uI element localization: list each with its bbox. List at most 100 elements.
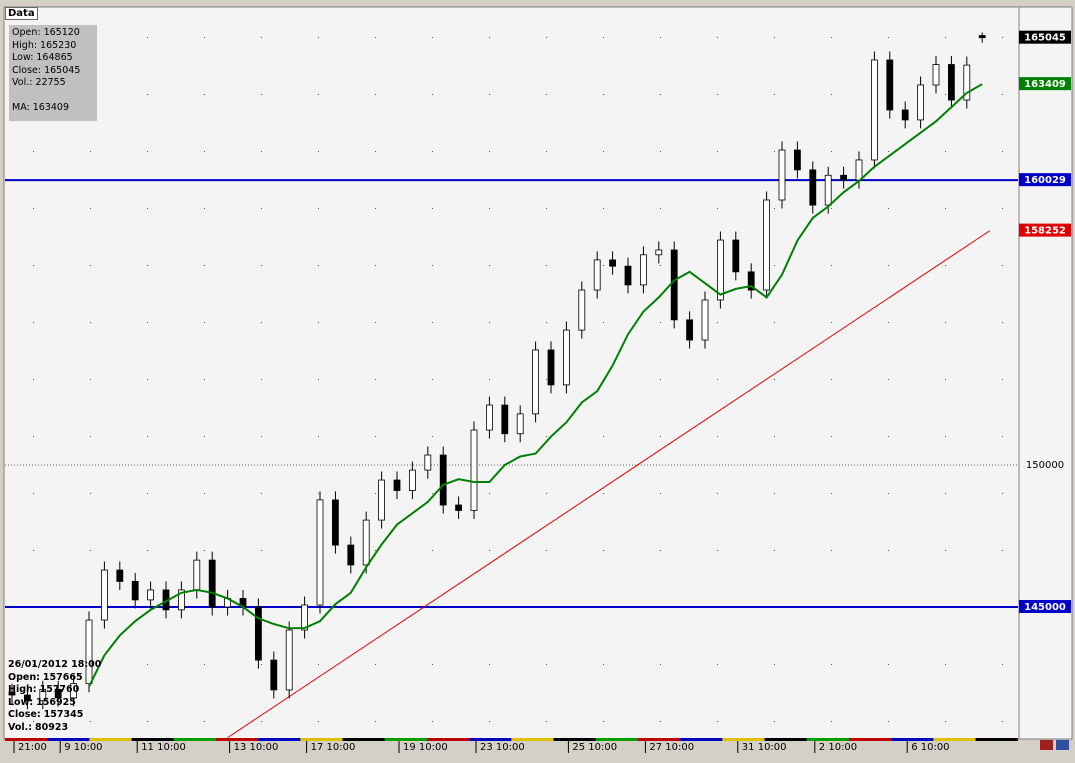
info-row: Vol.: 80923 bbox=[8, 722, 101, 735]
price-tag-label: 165045 bbox=[1024, 33, 1066, 44]
info-label: Vol.: bbox=[12, 77, 33, 89]
candle-body bbox=[840, 174, 847, 181]
info-value: 22755 bbox=[35, 77, 66, 89]
strip-segment bbox=[680, 738, 723, 741]
candle-body bbox=[932, 64, 940, 86]
cursor-time: 26/01/2012 18:00 bbox=[8, 659, 102, 670]
candle-body bbox=[763, 199, 770, 291]
x-tick-label: 19 10:00 bbox=[403, 742, 448, 753]
info-value: 156925 bbox=[36, 696, 76, 708]
zoom-button[interactable] bbox=[1040, 740, 1053, 750]
strip-segment bbox=[131, 738, 174, 741]
x-tick-label: 11 10:00 bbox=[141, 742, 186, 753]
strip-segment bbox=[511, 738, 554, 741]
info-value: 80923 bbox=[35, 721, 69, 733]
info-value: 165045 bbox=[44, 64, 81, 76]
info-label: Close: bbox=[12, 64, 42, 76]
strip-segment bbox=[384, 738, 427, 741]
candle-body bbox=[347, 544, 355, 566]
info-row: Low: 156925 bbox=[8, 697, 101, 710]
candle-body bbox=[901, 109, 909, 121]
x-tick-label: 6 10:00 bbox=[911, 742, 949, 753]
strip-segment bbox=[595, 738, 638, 741]
candle-body bbox=[177, 589, 185, 611]
candle-body bbox=[609, 259, 616, 267]
info-value: 164865 bbox=[36, 52, 73, 64]
price-tag-label: 163409 bbox=[1024, 79, 1066, 90]
candle-body bbox=[824, 174, 832, 206]
candle-body bbox=[717, 239, 724, 301]
candle-body bbox=[208, 559, 216, 608]
info-label: Open: bbox=[12, 27, 41, 38]
candle-body bbox=[532, 349, 539, 415]
info-label: Low: bbox=[12, 52, 34, 64]
candle-body bbox=[362, 519, 370, 566]
strip-segment bbox=[427, 738, 470, 741]
data-tab[interactable]: Data bbox=[5, 7, 38, 20]
strip-segment bbox=[806, 738, 849, 741]
candle-body bbox=[732, 239, 740, 273]
candle-body bbox=[393, 479, 401, 491]
price-tag-label: 145000 bbox=[1024, 602, 1066, 613]
candle-body bbox=[794, 149, 801, 171]
info-row: Low: 164865 bbox=[12, 52, 94, 65]
candle-body bbox=[563, 329, 570, 386]
candle-body bbox=[424, 454, 432, 471]
candle-body bbox=[917, 84, 924, 121]
info-value: 165120 bbox=[43, 27, 80, 38]
x-tick-label: 2 10:00 bbox=[819, 742, 857, 753]
candle-body bbox=[408, 469, 416, 491]
strip-segment bbox=[300, 738, 343, 741]
candle-body bbox=[640, 254, 647, 286]
candle-body bbox=[578, 289, 586, 331]
strip-segment bbox=[722, 738, 765, 741]
candle-body bbox=[101, 569, 108, 621]
price-tag-label: 158252 bbox=[1024, 226, 1066, 237]
info-row: High: 157760 bbox=[8, 684, 101, 697]
strip-segment bbox=[216, 738, 259, 741]
candle-body bbox=[147, 589, 155, 601]
candle-body bbox=[670, 249, 678, 321]
x-tick-label: 21:00 bbox=[18, 742, 47, 753]
scroll-button[interactable] bbox=[1056, 740, 1069, 750]
candle-body bbox=[8, 691, 16, 696]
session-strip bbox=[5, 738, 1018, 741]
candle-body bbox=[516, 413, 524, 435]
info-value: 157665 bbox=[42, 671, 83, 683]
candle-body bbox=[23, 694, 31, 702]
info-row: Open: 165120 bbox=[12, 27, 94, 40]
candle-body bbox=[54, 688, 62, 699]
candle-body bbox=[809, 169, 817, 206]
info-label: Open: bbox=[8, 671, 40, 683]
info-value: 157345 bbox=[43, 709, 84, 721]
strip-segment bbox=[638, 738, 681, 741]
info-label: Low: bbox=[8, 696, 34, 708]
strip-segment bbox=[849, 738, 892, 741]
price-tag bbox=[1019, 30, 1071, 44]
info-row: Vol.: 22755 bbox=[12, 77, 94, 90]
candle-body bbox=[193, 559, 201, 591]
candle-body bbox=[285, 629, 293, 691]
candle-body bbox=[686, 319, 693, 341]
info-label: Close: bbox=[8, 709, 41, 721]
x-tick-label: 23 10:00 bbox=[480, 742, 525, 753]
cursor-info: 26/01/2012 18:00 Open: 157665 High: 157760 Lo… bbox=[8, 659, 101, 735]
info-value: 157760 bbox=[39, 684, 80, 696]
strip-segment bbox=[89, 738, 132, 741]
candle-body bbox=[655, 249, 663, 256]
candle-body bbox=[254, 606, 262, 661]
candle-body bbox=[501, 404, 509, 435]
candle-body bbox=[871, 59, 878, 161]
info-label: MA: bbox=[12, 101, 30, 113]
info-row: MA: 163409 bbox=[12, 102, 94, 115]
candle-body bbox=[131, 581, 139, 601]
strip-segment bbox=[891, 738, 934, 741]
candle-body bbox=[301, 604, 309, 631]
info-row: Close: 165045 bbox=[12, 65, 94, 78]
candle-body bbox=[778, 149, 786, 201]
candle-body bbox=[886, 59, 894, 111]
candle-body bbox=[270, 659, 278, 691]
strip-segment bbox=[553, 738, 596, 741]
candle-body bbox=[624, 265, 632, 286]
candle-body bbox=[470, 429, 478, 511]
